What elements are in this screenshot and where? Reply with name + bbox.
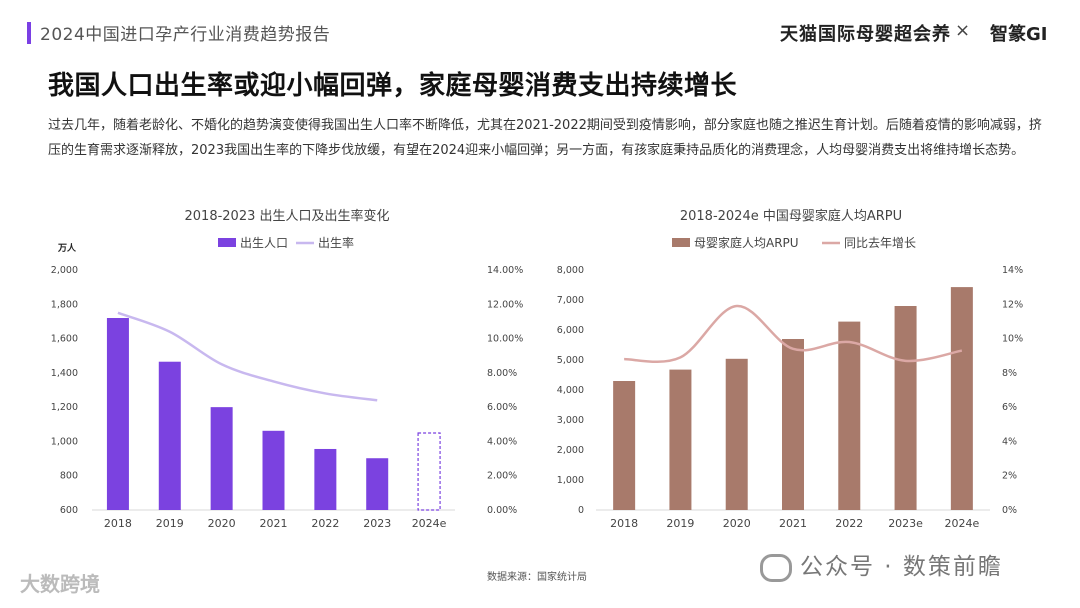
legend-label: 出生人口 (240, 236, 288, 250)
x-tick: 2023 (363, 517, 391, 530)
chart-title: 2018-2023 出生人口及出生率变化 (185, 208, 390, 224)
legend-label: 同比去年增长 (844, 236, 916, 250)
bar (158, 361, 181, 510)
x-tick: 2020 (208, 517, 236, 530)
y-left-tick: 2,000 (51, 265, 78, 276)
footer-logo: 大数跨境 (20, 572, 100, 596)
bar (950, 287, 973, 510)
y-right-tick: 14.00% (487, 265, 523, 276)
y-left-tick: 1,000 (51, 436, 78, 447)
y-left-tick: 600 (60, 505, 78, 516)
y-left-tick: 1,200 (51, 402, 78, 413)
bar (210, 407, 233, 510)
y-left-tick: 1,800 (51, 299, 78, 310)
x-tick: 2019 (156, 517, 184, 530)
legend-label: 出生率 (318, 235, 354, 250)
x-tick: 2021 (779, 517, 807, 530)
y-right-tick: 6.00% (487, 402, 517, 413)
x-tick: 2018 (104, 517, 132, 530)
y-left-tick: 1,600 (51, 334, 78, 345)
y-left-tick: 1,000 (557, 475, 584, 486)
y-right-tick: 14% (1002, 265, 1023, 276)
y-left-tick: 0 (578, 505, 584, 516)
y-left-tick: 1,400 (51, 368, 78, 379)
y-right-tick: 4.00% (487, 436, 517, 447)
x-tick: 2022 (311, 517, 339, 530)
data-source: 数据来源：国家统计局 (487, 572, 587, 583)
y-left-tick: 5,000 (557, 355, 584, 366)
y-right-tick: 10% (1002, 334, 1023, 345)
legend-swatch-bar (672, 238, 690, 247)
y-right-tick: 10.00% (487, 334, 523, 345)
brand-logo: 天猫国际母婴超会养 (780, 24, 951, 45)
legend-swatch-bar (218, 238, 236, 247)
bar (613, 381, 636, 510)
y-right-tick: 12% (1002, 299, 1023, 310)
wechat-account: 公众号 · 数策前瞻 (760, 547, 1003, 582)
bar-projected (417, 432, 441, 511)
bar (314, 448, 337, 510)
x-tick: 2020 (723, 517, 751, 530)
bar (725, 358, 748, 510)
x-tick: 2019 (666, 517, 694, 530)
y-right-tick: 0% (1002, 505, 1017, 516)
y-left-tick: 6,000 (557, 325, 584, 336)
y-left-tick: 2,000 (557, 445, 584, 456)
bar (106, 318, 129, 510)
bar (669, 369, 692, 510)
wechat-label: 公众号 · 数策前瞻 (800, 554, 1003, 580)
y-right-tick: 8.00% (487, 368, 517, 379)
y-right-tick: 4% (1002, 436, 1017, 447)
x-tick: 2023e (888, 517, 923, 530)
x-tick: 2024e (412, 517, 447, 530)
bar (366, 458, 389, 510)
x-tick: 2024e (944, 517, 979, 530)
partner-logo: 智篆GI (990, 24, 1048, 45)
y-right-tick: 2.00% (487, 471, 517, 482)
x-tick: 2022 (835, 517, 863, 530)
y-axis-unit: 万人 (57, 242, 77, 254)
bar (262, 430, 285, 510)
chart-title: 2018-2024e 中国母婴家庭人均ARPU (680, 208, 902, 224)
y-right-tick: 2% (1002, 471, 1017, 482)
series-line (117, 311, 378, 402)
y-right-tick: 12.00% (487, 299, 523, 310)
y-left-tick: 7,000 (557, 295, 584, 306)
y-left-tick: 3,000 (557, 415, 584, 426)
wechat-icon (760, 553, 792, 582)
y-right-tick: 0.00% (487, 505, 517, 516)
bar (838, 321, 861, 510)
y-right-tick: 6% (1002, 402, 1017, 413)
accent-bar (27, 22, 31, 44)
y-left-tick: 8,000 (557, 265, 584, 276)
y-left-tick: 4,000 (557, 385, 584, 396)
summary-paragraph: 过去几年，随着老龄化、不婚化的趋势演变使得我国出生人口率不断降低，尤其在2021… (48, 118, 1042, 158)
header: 2024中国进口孕产行业消费趋势报告 天猫国际母婴超会养 × 智篆GI (0, 0, 1080, 58)
x-tick: 2021 (260, 517, 288, 530)
page-headline: 我国人口出生率或迎小幅回弹，家庭母婴消费支出持续增长 (48, 71, 738, 101)
bar (894, 306, 917, 510)
x-tick: 2018 (610, 517, 638, 530)
series-line (624, 304, 963, 364)
y-right-tick: 8% (1002, 368, 1017, 379)
collab-times: × (955, 20, 971, 41)
y-left-tick: 800 (60, 471, 78, 482)
legend-label: 母婴家庭人均ARPU (694, 235, 799, 250)
bar (782, 339, 804, 510)
report-title: 2024中国进口孕产行业消费趋势报告 (40, 25, 331, 45)
